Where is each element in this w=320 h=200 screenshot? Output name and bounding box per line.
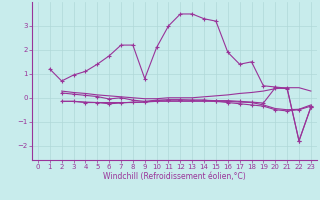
X-axis label: Windchill (Refroidissement éolien,°C): Windchill (Refroidissement éolien,°C) [103, 172, 246, 181]
